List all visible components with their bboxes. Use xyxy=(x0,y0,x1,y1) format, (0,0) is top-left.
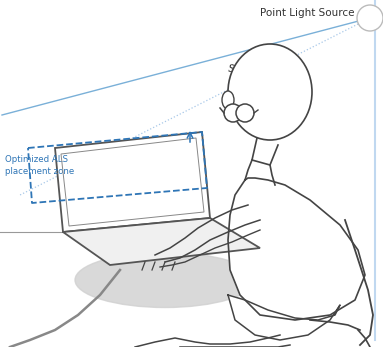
Ellipse shape xyxy=(222,91,234,109)
Polygon shape xyxy=(228,295,340,340)
Polygon shape xyxy=(228,178,365,320)
Ellipse shape xyxy=(228,44,312,140)
Polygon shape xyxy=(55,132,210,232)
Polygon shape xyxy=(63,218,260,265)
Ellipse shape xyxy=(75,253,255,307)
Circle shape xyxy=(236,104,254,122)
Text: Point Light Source: Point Light Source xyxy=(260,8,355,18)
Text: Shadow line: Shadow line xyxy=(226,63,294,93)
Circle shape xyxy=(357,5,383,31)
Circle shape xyxy=(224,104,242,122)
Text: Optimized ALS
placement zone: Optimized ALS placement zone xyxy=(5,155,74,176)
